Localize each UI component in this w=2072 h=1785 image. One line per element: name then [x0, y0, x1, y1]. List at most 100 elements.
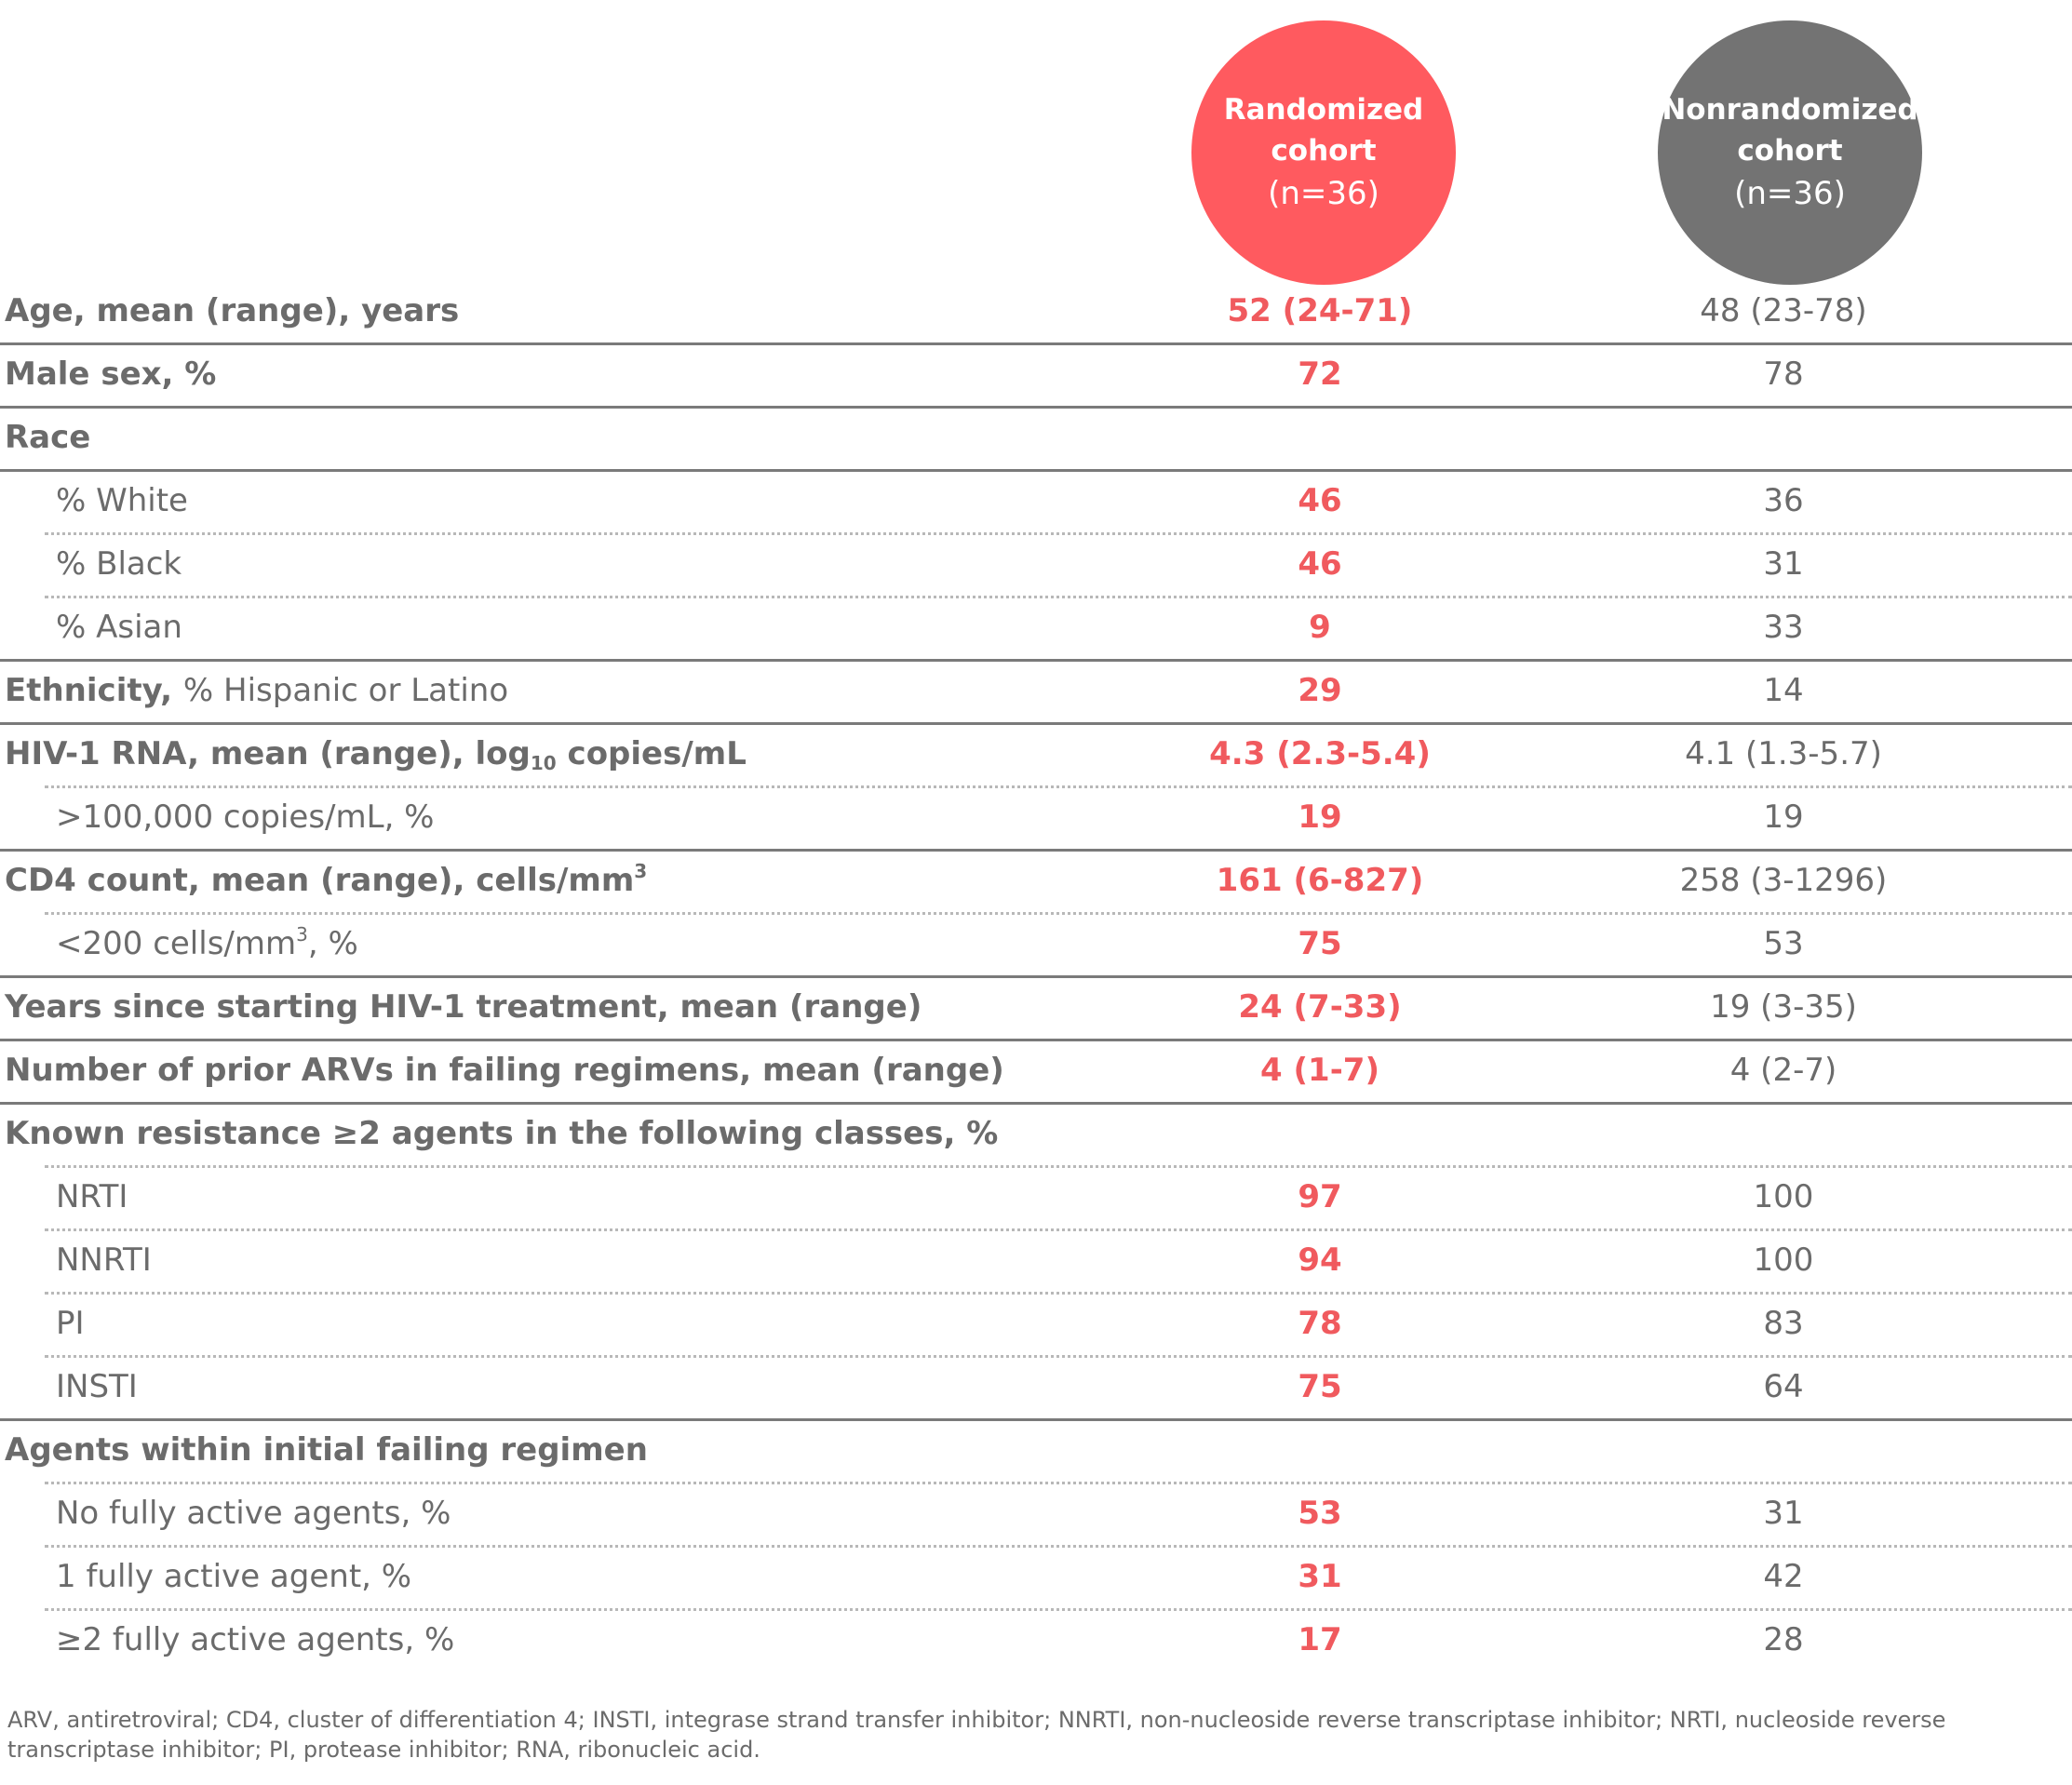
table-row-age: Age, mean (range), years 52 (24-71) 48 (…: [0, 279, 2072, 342]
row-label: NRTI: [56, 1178, 128, 1215]
row-divider-dotted: [45, 912, 2072, 915]
table-row-two-active: ≥2 fully active agents, % 17 28: [0, 1608, 2072, 1671]
row-label-pre: <200 cells/mm: [56, 925, 297, 962]
row-label: ≥2 fully active agents, %: [56, 1621, 455, 1658]
row-divider: [0, 1418, 2072, 1421]
table-row-nrti: NRTI 97 100: [0, 1165, 2072, 1228]
table-row-pi: PI 78 83: [0, 1292, 2072, 1355]
nonrandomized-value: 53: [1763, 925, 1804, 962]
row-divider: [0, 722, 2072, 725]
row-divider: [0, 849, 2072, 852]
randomized-value: 97: [1298, 1178, 1342, 1215]
randomized-value: 75: [1298, 925, 1342, 962]
row-label-normal: % Hispanic or Latino: [182, 672, 509, 709]
randomized-value: 75: [1298, 1368, 1342, 1405]
row-label: Known resistance ≥2 agents in the follow…: [5, 1115, 999, 1152]
nonrandomized-value: 33: [1763, 609, 1804, 646]
randomized-value: 4.3 (2.3-5.4): [1209, 735, 1431, 772]
row-divider: [0, 659, 2072, 662]
table-row-insti: INSTI 75 64: [0, 1355, 2072, 1418]
row-divider: [0, 975, 2072, 978]
nonrandomized-value: 19: [1763, 799, 1804, 836]
row-label: % Black: [56, 545, 182, 583]
randomized-header-line1: Randomized: [1223, 93, 1424, 127]
table-row-nnrti: NNRTI 94 100: [0, 1228, 2072, 1292]
nonrandomized-value: 19 (3-35): [1710, 988, 1857, 1026]
table-row-gt-100000: >100,000 copies/mL, % 19 19: [0, 785, 2072, 849]
randomized-value: 19: [1298, 799, 1342, 836]
nonrandomized-value: 42: [1763, 1558, 1804, 1595]
row-label: Age, mean (range), years: [5, 292, 460, 329]
randomized-value: 46: [1298, 482, 1342, 519]
row-label: Ethnicity, % Hispanic or Latino: [5, 659, 508, 722]
nonrandomized-value: 4 (2-7): [1729, 1052, 1837, 1089]
row-label: Years since starting HIV-1 treatment, me…: [5, 988, 922, 1026]
table-row-agents-initial: Agents within initial failing regimen: [0, 1418, 2072, 1482]
randomized-value: 94: [1298, 1241, 1342, 1279]
randomized-header-n: (n=36): [1268, 175, 1379, 212]
table-row-one-active: 1 fully active agent, % 31 42: [0, 1545, 2072, 1608]
row-label-bold: Ethnicity,: [5, 672, 173, 709]
randomized-value: 29: [1298, 672, 1342, 709]
row-divider: [0, 406, 2072, 409]
randomized-value: 4 (1-7): [1260, 1052, 1379, 1089]
row-divider-dotted: [45, 1545, 2072, 1548]
row-divider: [0, 342, 2072, 345]
table-row-no-active: No fully active agents, % 53 31: [0, 1482, 2072, 1545]
row-divider-dotted: [45, 532, 2072, 535]
row-label-pre: HIV-1 RNA, mean (range), log: [5, 735, 531, 772]
row-label: Number of prior ARVs in failing regimens…: [5, 1052, 1004, 1089]
nonrandomized-value: 31: [1763, 1495, 1804, 1532]
table-row-ethnicity: Ethnicity, % Hispanic or Latino 29 14: [0, 659, 2072, 722]
nonrandomized-value: 4.1 (1.3-5.7): [1685, 735, 1882, 772]
table-row-male-sex: Male sex, % 72 78: [0, 342, 2072, 406]
table-row-asian: % Asian 9 33: [0, 596, 2072, 659]
row-label: Agents within initial failing regimen: [5, 1431, 648, 1469]
nonrandomized-value: 83: [1763, 1305, 1804, 1342]
row-label: Race: [5, 419, 91, 456]
row-label-superscript: 3: [296, 923, 308, 946]
row-divider-dotted: [45, 1292, 2072, 1295]
randomized-value: 9: [1309, 609, 1331, 646]
row-divider: [0, 469, 2072, 472]
table-row-race: Race: [0, 406, 2072, 469]
row-divider-dotted: [45, 1355, 2072, 1358]
table-row-white: % White 46 36: [0, 469, 2072, 532]
randomized-header-line2: cohort: [1271, 134, 1377, 168]
nonrandomized-value: 100: [1753, 1178, 1814, 1215]
row-divider: [0, 1102, 2072, 1105]
nonrandomized-value: 31: [1763, 545, 1804, 583]
table-row-black: % Black 46 31: [0, 532, 2072, 596]
nonrandomized-value: 64: [1763, 1368, 1804, 1405]
table-row-lt-200: <200 cells/mm3, % 75 53: [0, 912, 2072, 975]
nonrandomized-value: 14: [1763, 672, 1804, 709]
row-label: CD4 count, mean (range), cells/mm3: [5, 849, 647, 912]
row-label: <200 cells/mm3, %: [56, 912, 358, 975]
row-label-superscript: 3: [634, 860, 648, 882]
row-divider-dotted: [45, 1228, 2072, 1231]
table-row-known-resistance: Known resistance ≥2 agents in the follow…: [0, 1102, 2072, 1165]
randomized-cohort-header: Randomized cohort (n=36): [1191, 20, 1456, 285]
nonrandomized-header-n: (n=36): [1734, 175, 1846, 212]
randomized-value: 161 (6-827): [1216, 862, 1424, 899]
randomized-value: 24 (7-33): [1238, 988, 1402, 1026]
randomized-value: 31: [1298, 1558, 1342, 1595]
nonrandomized-value: 48 (23-78): [1700, 292, 1867, 329]
table-row-years-treatment: Years since starting HIV-1 treatment, me…: [0, 975, 2072, 1039]
footnote: ARV, antiretroviral; CD4, cluster of dif…: [7, 1707, 1946, 1763]
nonrandomized-value: 258 (3-1296): [1679, 862, 1888, 899]
row-label: INSTI: [56, 1368, 138, 1405]
row-label: PI: [56, 1305, 85, 1342]
randomized-value: 52 (24-71): [1227, 292, 1413, 329]
table-row-hiv-rna: HIV-1 RNA, mean (range), log10 copies/mL…: [0, 722, 2072, 785]
nonrandomized-header-line2: cohort: [1737, 134, 1843, 168]
randomized-value: 46: [1298, 545, 1342, 583]
randomized-value: 72: [1298, 356, 1342, 393]
nonrandomized-cohort-header: Nonrandomized cohort (n=36): [1658, 20, 1922, 285]
row-divider-dotted: [45, 1165, 2072, 1168]
row-label: >100,000 copies/mL, %: [56, 799, 435, 836]
nonrandomized-value: 36: [1763, 482, 1804, 519]
row-divider-dotted: [45, 785, 2072, 788]
row-label: 1 fully active agent, %: [56, 1558, 412, 1595]
row-divider-dotted: [45, 596, 2072, 598]
